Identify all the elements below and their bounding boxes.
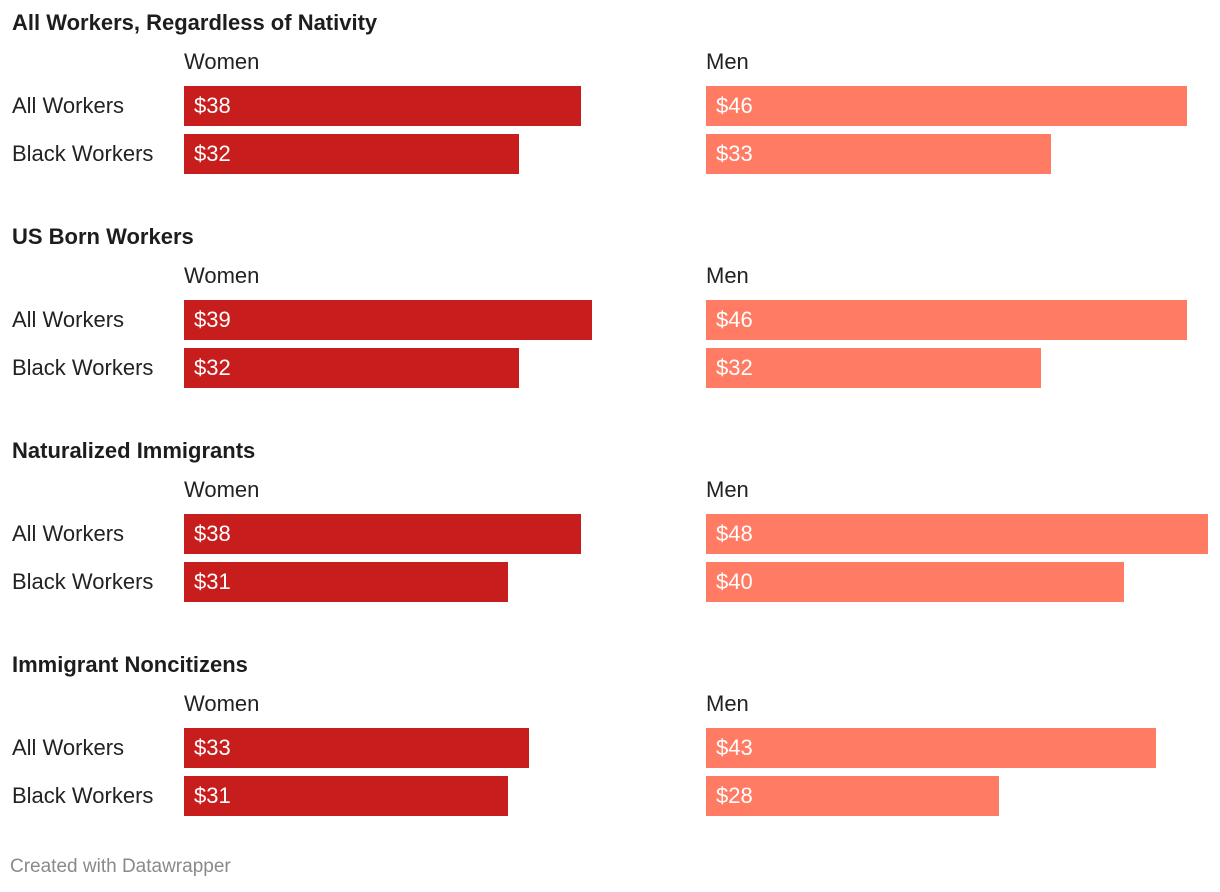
bar-value-label: $31 [194, 569, 231, 594]
bar-value-label: $33 [194, 735, 231, 760]
bar-men [706, 300, 1187, 340]
chart-panel: US Born Workers Women Men All Workers Black … [0, 224, 1220, 434]
panel-title: All Workers, Regardless of Nativity [12, 10, 378, 35]
bar-value-label: $28 [716, 783, 753, 808]
bar-value-label: $32 [716, 355, 753, 380]
bar-value-label: $48 [716, 521, 753, 546]
bar-value-label: $31 [194, 783, 231, 808]
bar-value-label: $46 [716, 93, 753, 118]
chart-panel: Naturalized Immigrants Women Men All Worker… [0, 438, 1220, 648]
bar-value-label: $32 [194, 141, 231, 166]
row-label: All Workers [12, 735, 125, 760]
bar-women [184, 348, 519, 388]
bar-women [184, 514, 581, 554]
bar-value-label: $40 [716, 569, 753, 594]
bar-women [184, 728, 529, 768]
row-label: Black Workers [12, 355, 154, 380]
row-label: All Workers [12, 307, 125, 332]
bar-men [706, 776, 999, 816]
bar-value-label: $38 [194, 521, 231, 546]
datawrapper-credit: Created with Datawrapper [10, 856, 231, 877]
bar-women [184, 300, 592, 340]
column-label-women: Women [184, 49, 260, 74]
bar-women [184, 134, 519, 174]
bar-value-label: $33 [716, 141, 753, 166]
bar-value-label: $43 [716, 735, 753, 760]
panel-title: Immigrant Noncitizens [12, 652, 248, 677]
bar-value-label: $32 [194, 355, 231, 380]
column-label-women: Women [184, 477, 260, 502]
panel-title: Naturalized Immigrants [12, 438, 256, 463]
panel-title: US Born Workers [12, 224, 194, 249]
column-label-women: Women [184, 263, 260, 288]
bar-men [706, 86, 1187, 126]
bar-women [184, 776, 508, 816]
bar-women [184, 86, 581, 126]
bar-men [706, 562, 1124, 602]
row-label: Black Workers [12, 783, 154, 808]
row-label: Black Workers [12, 569, 154, 594]
bar-women [184, 562, 508, 602]
bar-value-label: $38 [194, 93, 231, 118]
column-label-women: Women [184, 691, 260, 716]
chart-panel: Immigrant Noncitizens Women Men All Workers… [0, 652, 1220, 862]
bar-men [706, 134, 1051, 174]
column-label-men: Men [706, 263, 749, 288]
bar-value-label: $46 [716, 307, 753, 332]
bar-value-label: $39 [194, 307, 231, 332]
column-label-men: Men [706, 477, 749, 502]
column-label-men: Men [706, 691, 749, 716]
bar-men [706, 514, 1208, 554]
bar-men [706, 348, 1041, 388]
column-label-men: Men [706, 49, 749, 74]
row-label: Black Workers [12, 141, 154, 166]
bar-men [706, 728, 1156, 768]
row-label: All Workers [12, 521, 125, 546]
row-label: All Workers [12, 93, 125, 118]
chart-panel: All Workers, Regardless of Nativity Women… [0, 10, 1220, 220]
